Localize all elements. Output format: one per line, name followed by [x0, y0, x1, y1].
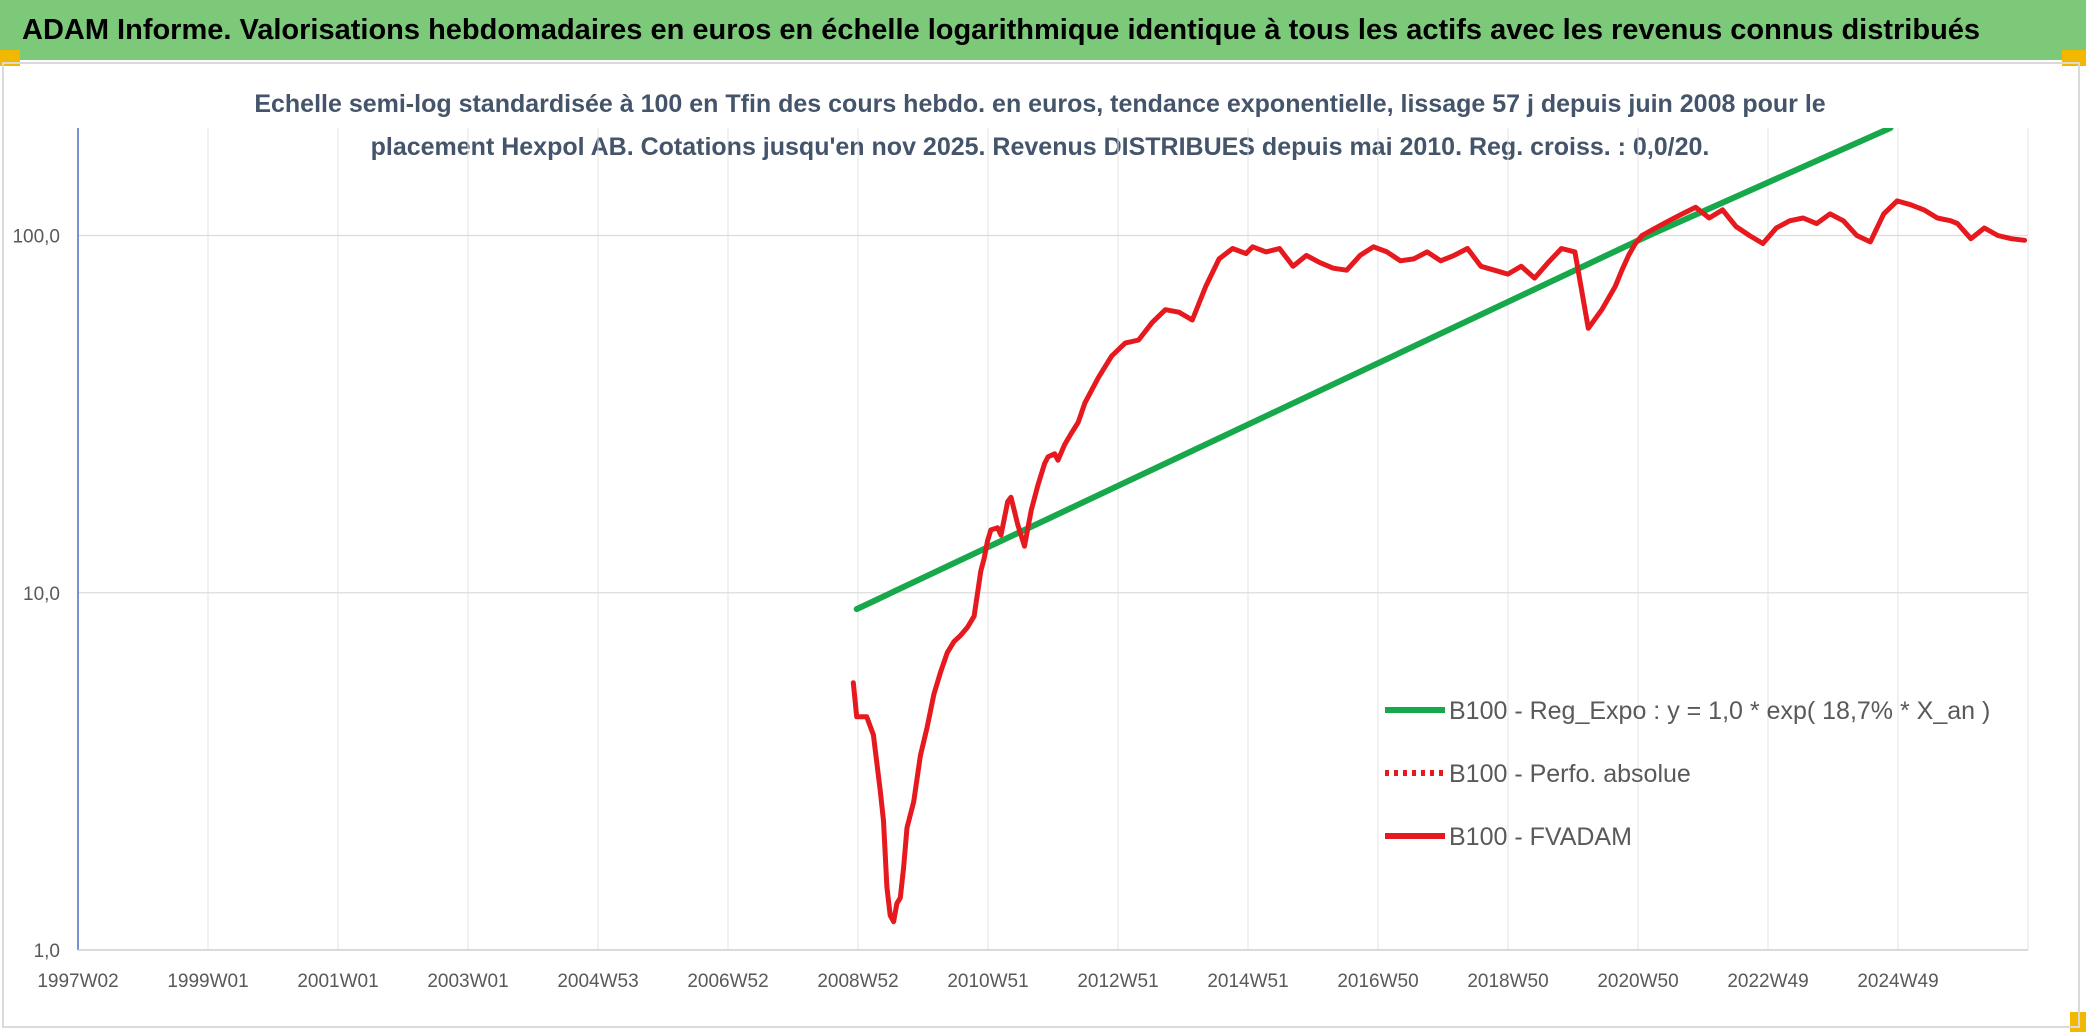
axes: 1997W02 1999W01 2001W01 2003W01 2004W53 2006W…: [12, 128, 2028, 992]
x-tick-label: 1997W02: [37, 971, 118, 992]
x-tick-label: 1999W01: [167, 971, 248, 992]
gridlines: [77, 128, 2029, 951]
x-tick-label: 2014W51: [1207, 971, 1288, 992]
x-tick-label: 2004W53: [557, 971, 638, 992]
x-tick-label: 2001W01: [297, 971, 378, 992]
x-tick-label: 2024W49: [1857, 971, 1938, 992]
legend-label: B100 - Perfo. absolue: [1449, 760, 1691, 788]
x-tick-label: 2016W50: [1337, 971, 1418, 992]
x-tick-label: 2020W50: [1597, 971, 1678, 992]
series-lines: [850, 128, 2028, 925]
x-tick-label: 2018W50: [1467, 971, 1548, 992]
legend: B100 - Reg_Expo : y = 1,0 * exp( 18,7% *…: [1385, 697, 1990, 851]
report-banner: ADAM Informe. Valorisations hebdomadaire…: [0, 0, 2086, 60]
y-tick-label: 100,0: [12, 227, 60, 248]
x-tick-label: 2010W51: [947, 971, 1028, 992]
report-title: ADAM Informe. Valorisations hebdomadaire…: [22, 13, 1981, 46]
y-tick-label: 1,0: [34, 941, 60, 962]
chart-title-line-1: Echelle semi-log standardisée à 100 en T…: [254, 90, 1826, 118]
chart-title-line-2: placement Hexpol AB. Cotations jusqu'en …: [370, 133, 1710, 161]
series-line-reg-expo: [853, 128, 1894, 613]
series-line-fvadam: [850, 198, 2028, 925]
x-tick-label: 2012W51: [1077, 971, 1158, 992]
y-tick-label: 10,0: [23, 584, 60, 605]
x-tick-label: 2008W52: [817, 971, 898, 992]
x-tick-label: 2022W49: [1727, 971, 1808, 992]
legend-label: B100 - FVADAM: [1449, 823, 1632, 851]
x-tick-label: 2006W52: [687, 971, 768, 992]
x-tick-label: 2003W01: [427, 971, 508, 992]
legend-label: B100 - Reg_Expo : y = 1,0 * exp( 18,7% *…: [1449, 697, 1990, 725]
